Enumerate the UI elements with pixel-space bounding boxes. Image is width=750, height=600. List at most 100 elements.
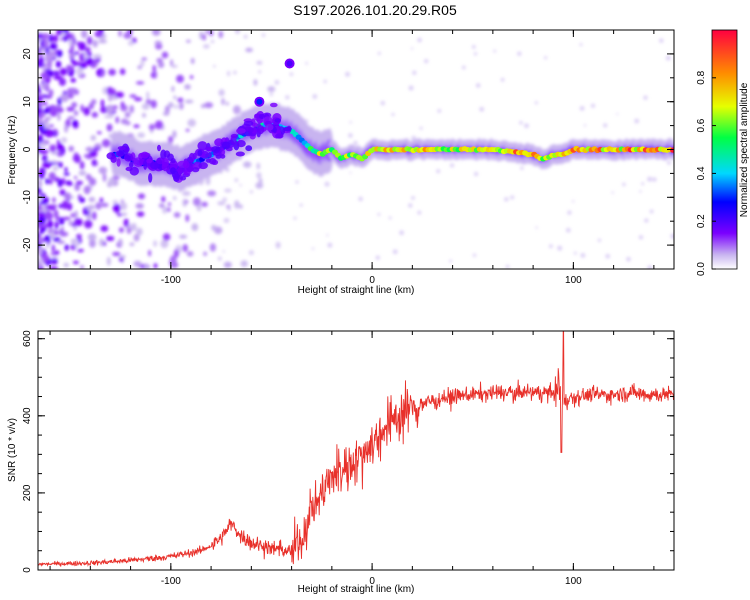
x-tick-label: -100 — [161, 275, 181, 286]
noise-blob — [185, 214, 190, 223]
noise-blob — [50, 230, 55, 240]
noise-blob — [52, 159, 56, 163]
noise-blob — [52, 197, 56, 203]
ridge-blob — [215, 154, 222, 159]
noise-blob — [70, 78, 76, 83]
noise-blob — [44, 69, 52, 73]
noise-blob — [172, 130, 177, 139]
noise-blob — [66, 182, 74, 186]
noise-blob — [411, 135, 417, 141]
noise-blob — [131, 223, 137, 231]
noise-blob — [73, 226, 77, 231]
noise-blob — [123, 32, 132, 39]
noise-blob — [670, 233, 674, 239]
ridge-blob — [116, 158, 121, 167]
noise-blob — [295, 180, 299, 184]
noise-blob — [605, 254, 610, 259]
noise-blob — [123, 218, 129, 228]
noise-blob — [666, 55, 671, 61]
noise-blob — [48, 89, 54, 97]
noise-blob — [83, 107, 90, 116]
noise-blob — [59, 219, 65, 225]
noise-blob — [71, 68, 75, 75]
noise-blob — [40, 149, 49, 155]
noise-blob — [88, 196, 96, 203]
noise-blob — [38, 94, 45, 98]
ridge-blob — [283, 126, 292, 132]
noise-blob — [269, 92, 273, 97]
noise-blob — [38, 261, 43, 268]
noise-blob — [63, 172, 70, 176]
noise-blob — [106, 256, 111, 266]
noise-blob — [154, 120, 164, 130]
noise-blob — [417, 210, 422, 215]
noise-blob — [112, 251, 121, 257]
noise-blob — [64, 167, 68, 173]
noise-blob — [137, 132, 146, 138]
ridge-blob — [170, 167, 177, 175]
ridge-blob — [221, 141, 231, 150]
noise-blob — [118, 30, 122, 37]
ridge-blob — [182, 160, 190, 169]
noise-blob — [121, 212, 128, 216]
noise-blob — [520, 166, 524, 170]
ridge-blob — [129, 166, 139, 176]
noise-blob — [643, 95, 648, 100]
noise-blob — [64, 124, 68, 133]
noise-blob — [58, 203, 63, 209]
noise-blob — [285, 95, 290, 100]
noise-blob — [68, 39, 73, 46]
noise-blob — [153, 263, 158, 269]
noise-blob — [591, 103, 595, 108]
noise-blob — [535, 226, 538, 229]
noise-blob — [49, 43, 58, 50]
noise-blob — [239, 184, 242, 187]
ridge-blob — [275, 133, 284, 139]
noise-blob — [104, 115, 113, 119]
noise-blob — [90, 135, 97, 141]
noise-blob — [222, 250, 225, 253]
noise-blob — [611, 191, 614, 194]
noise-blob — [182, 191, 191, 196]
noise-blob — [667, 160, 671, 165]
noise-blob — [153, 71, 158, 79]
noise-blob — [72, 260, 79, 265]
noise-blob — [299, 203, 303, 207]
noise-blob — [38, 215, 46, 225]
noise-blob — [41, 198, 45, 206]
noise-blob — [323, 79, 327, 84]
noise-blob — [38, 88, 42, 94]
noise-blob — [234, 200, 240, 209]
noise-blob — [289, 72, 294, 76]
noise-blob — [326, 234, 329, 237]
noise-blob — [647, 265, 653, 269]
snr-panel: -100 0 100 0 200 400 600 Height of straight li… — [7, 330, 675, 595]
noise-blob — [79, 161, 85, 170]
noise-blob — [127, 40, 134, 46]
noise-blob — [566, 228, 571, 233]
noise-blob — [173, 95, 177, 100]
colorbar-label: Normalized spectral amplitude — [739, 82, 750, 217]
noise-blob — [411, 196, 415, 200]
noise-blob — [47, 219, 54, 229]
noise-blob — [479, 107, 485, 112]
noise-blob — [583, 124, 587, 127]
noise-blob — [64, 244, 69, 252]
noise-blob — [622, 182, 626, 187]
ridge-blob — [207, 152, 212, 159]
noise-blob — [203, 251, 208, 256]
colorbar-ticks: 0.0 0.2 0.4 0.6 0.8 — [696, 70, 716, 276]
noise-blob — [641, 182, 645, 186]
noise-blob — [112, 105, 118, 110]
noise-blob — [92, 147, 101, 151]
noise-blob — [224, 188, 232, 193]
noise-blob — [38, 48, 41, 53]
noise-blob — [524, 123, 529, 129]
noise-blob — [204, 102, 214, 109]
noise-blob — [162, 205, 167, 214]
noise-blob — [44, 235, 51, 242]
noise-blob — [118, 238, 123, 247]
noise-blob — [100, 99, 105, 108]
y-tick-label: 600 — [22, 330, 33, 347]
x-tick-label: 100 — [565, 275, 582, 286]
